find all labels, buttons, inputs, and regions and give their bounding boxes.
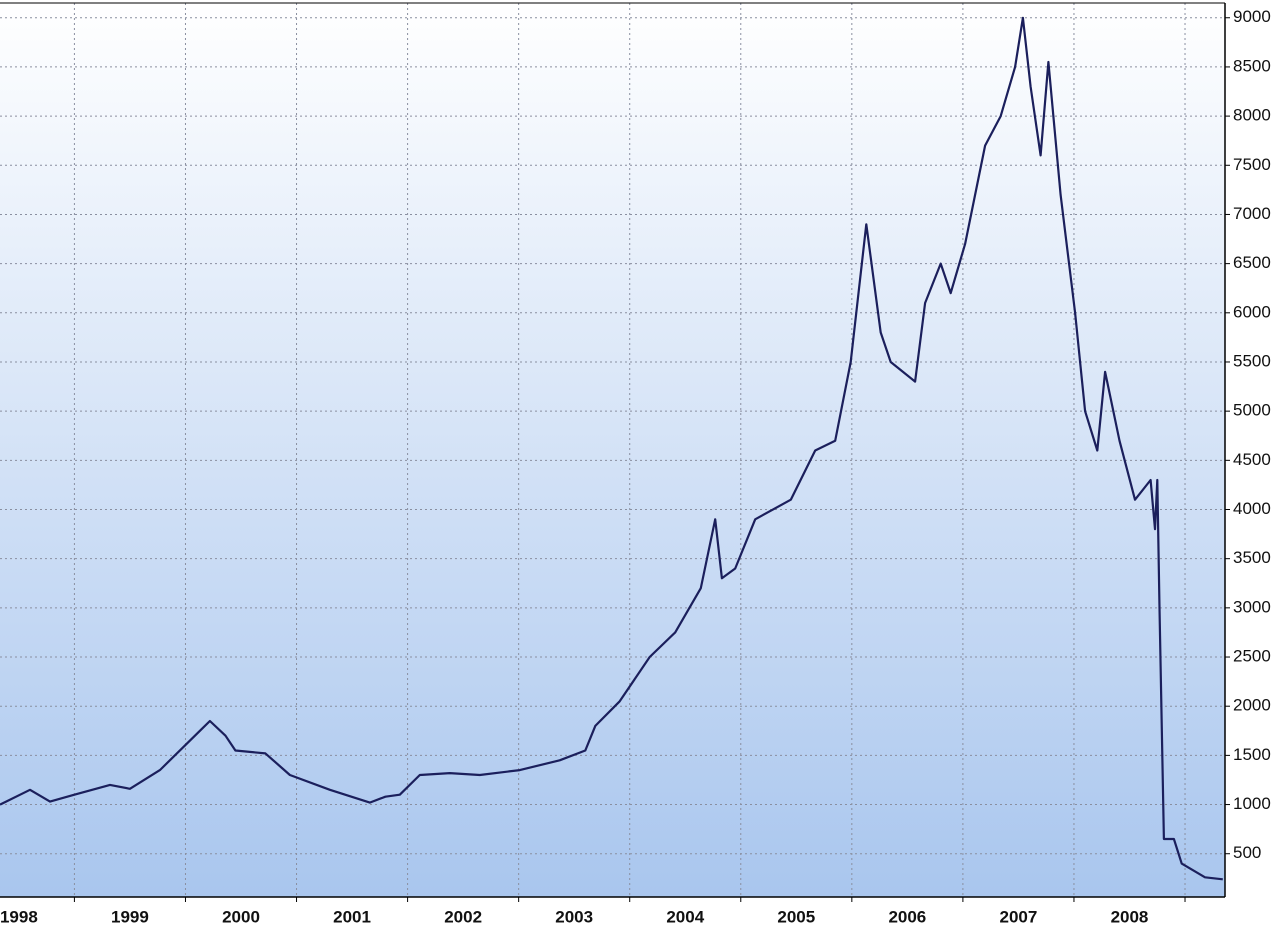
x-tick-label: 1999 xyxy=(111,907,149,926)
y-tick-label: 7000 xyxy=(1233,204,1271,223)
y-tick-label: 3000 xyxy=(1233,597,1271,616)
x-tick-label: 2002 xyxy=(444,907,482,926)
y-tick-label: 1000 xyxy=(1233,794,1271,813)
x-tick-label: 2005 xyxy=(777,907,815,926)
x-tick-label: 2006 xyxy=(888,907,926,926)
y-tick-label: 3500 xyxy=(1233,548,1271,567)
y-tick-label: 6000 xyxy=(1233,302,1271,321)
y-tick-label: 8500 xyxy=(1233,56,1271,75)
y-tick-label: 5500 xyxy=(1233,351,1271,370)
y-tick-label: 9000 xyxy=(1233,7,1271,26)
y-tick-label: 6500 xyxy=(1233,253,1271,272)
y-tick-label: 1500 xyxy=(1233,745,1271,764)
y-tick-label: 4500 xyxy=(1233,450,1271,469)
y-tick-label: 4000 xyxy=(1233,499,1271,518)
y-tick-label: 8000 xyxy=(1233,106,1271,125)
y-tick-label: 5000 xyxy=(1233,401,1271,420)
data-line xyxy=(0,16,1223,881)
plot-area xyxy=(0,3,1225,897)
y-tick-label: 2000 xyxy=(1233,696,1271,715)
x-tick-label: 2004 xyxy=(666,907,704,926)
x-tick-label: 2000 xyxy=(222,907,260,926)
y-tick-label: 500 xyxy=(1233,843,1261,862)
y-tick-label: 7500 xyxy=(1233,155,1271,174)
x-tick-label: 2007 xyxy=(1000,907,1038,926)
x-tick-label: 2008 xyxy=(1111,907,1149,926)
x-tick-label: 2001 xyxy=(333,907,371,926)
y-tick-label: 2500 xyxy=(1233,647,1271,666)
x-tick-label: 1998 xyxy=(0,907,38,926)
x-tick-label: 2003 xyxy=(555,907,593,926)
